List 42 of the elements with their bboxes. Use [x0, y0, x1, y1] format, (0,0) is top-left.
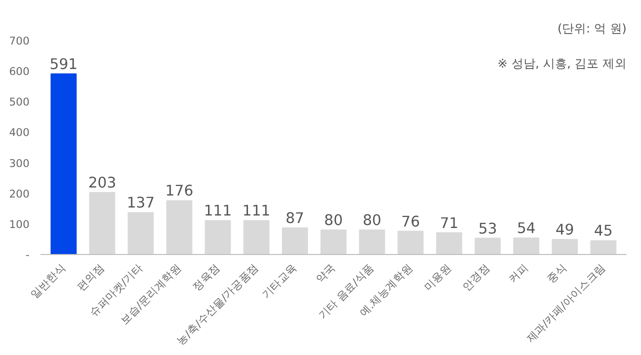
annotation: ※ 성남, 시흥, 김포 제외 [498, 56, 627, 70]
text: (단위: 억 원) [557, 22, 627, 36]
y-tick-label: 600 [9, 65, 30, 78]
bar [50, 73, 77, 254]
bar [359, 230, 386, 254]
bar [243, 220, 270, 254]
data-label: 111 [242, 202, 270, 220]
y-tick-label: 200 [9, 187, 30, 200]
data-label: 76 [401, 213, 420, 230]
data-label: 53 [478, 220, 498, 238]
bar [320, 230, 347, 254]
data-label: 45 [594, 222, 613, 240]
data-label: 49 [555, 222, 574, 239]
y-tick-label: 500 [9, 96, 30, 109]
bar [436, 232, 462, 254]
x-tick-label: 약국 [313, 260, 338, 286]
data-label: 87 [286, 210, 304, 227]
y-tick-label: 300 [9, 156, 30, 170]
data-label: 137 [126, 194, 155, 212]
data-label: 54 [516, 220, 536, 237]
data-label: 176 [165, 182, 194, 200]
bar [282, 227, 308, 254]
data-label: 80 [324, 212, 343, 230]
bar [398, 230, 424, 254]
x-tick-label: 커피 [506, 260, 531, 286]
bar [552, 239, 578, 254]
bar [166, 200, 192, 254]
data-label: 111 [204, 202, 232, 220]
data-label: 203 [88, 174, 116, 192]
bar [590, 240, 616, 254]
bar [89, 192, 116, 254]
y-tick-label: 400 [9, 126, 30, 140]
y-tick-label: 100 [9, 218, 30, 231]
y-tick-label: - [26, 248, 30, 262]
data-label: 71 [440, 214, 458, 232]
data-label: 591 [50, 56, 78, 73]
data-label: 80 [362, 212, 382, 230]
bar [204, 220, 231, 254]
bar [128, 212, 154, 254]
bar [513, 237, 540, 254]
bar [474, 238, 501, 254]
y-tick-label: 700 [9, 34, 30, 48]
